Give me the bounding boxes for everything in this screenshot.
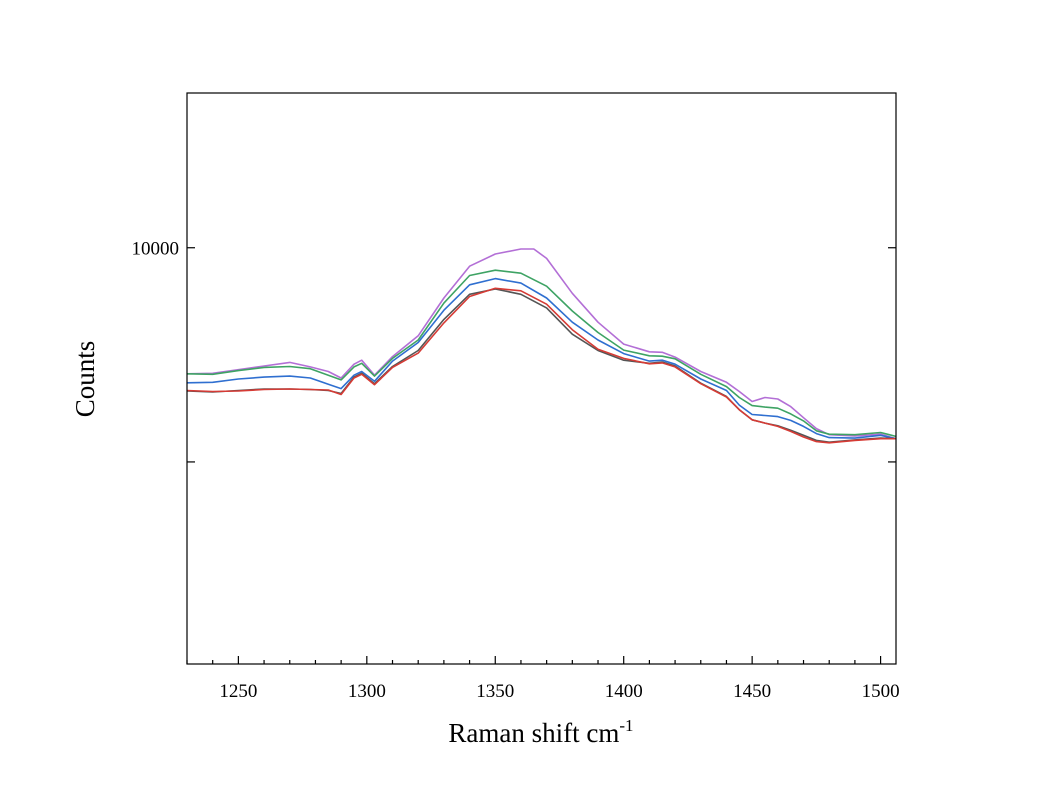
y-tick-label: 10000 bbox=[132, 239, 180, 260]
series-line-2 bbox=[187, 269, 896, 438]
x-tick-label: 1450 bbox=[733, 681, 771, 702]
x-tick-label: 1400 bbox=[605, 681, 643, 702]
x-tick-label: 1500 bbox=[862, 681, 900, 702]
x-tick-label: 1350 bbox=[476, 681, 514, 702]
tick-layer: 1250 1300 1350 1400 1450 1500 10000 bbox=[132, 239, 900, 702]
series-line-5 bbox=[187, 287, 896, 444]
series-line-4 bbox=[187, 288, 896, 443]
x-axis-label: Raman shift cm-1 bbox=[448, 716, 633, 748]
series-layer bbox=[187, 248, 896, 444]
series-line-1 bbox=[187, 248, 896, 440]
series-line-3 bbox=[187, 277, 896, 440]
y-axis-label: Counts bbox=[70, 341, 100, 418]
x-axis-label-text: Raman shift cm bbox=[448, 718, 619, 748]
x-tick-label: 1250 bbox=[219, 681, 257, 702]
x-axis-label-superscript: -1 bbox=[619, 716, 633, 735]
plot-area-frame bbox=[186, 92, 897, 665]
x-tick-label: 1300 bbox=[348, 681, 386, 702]
